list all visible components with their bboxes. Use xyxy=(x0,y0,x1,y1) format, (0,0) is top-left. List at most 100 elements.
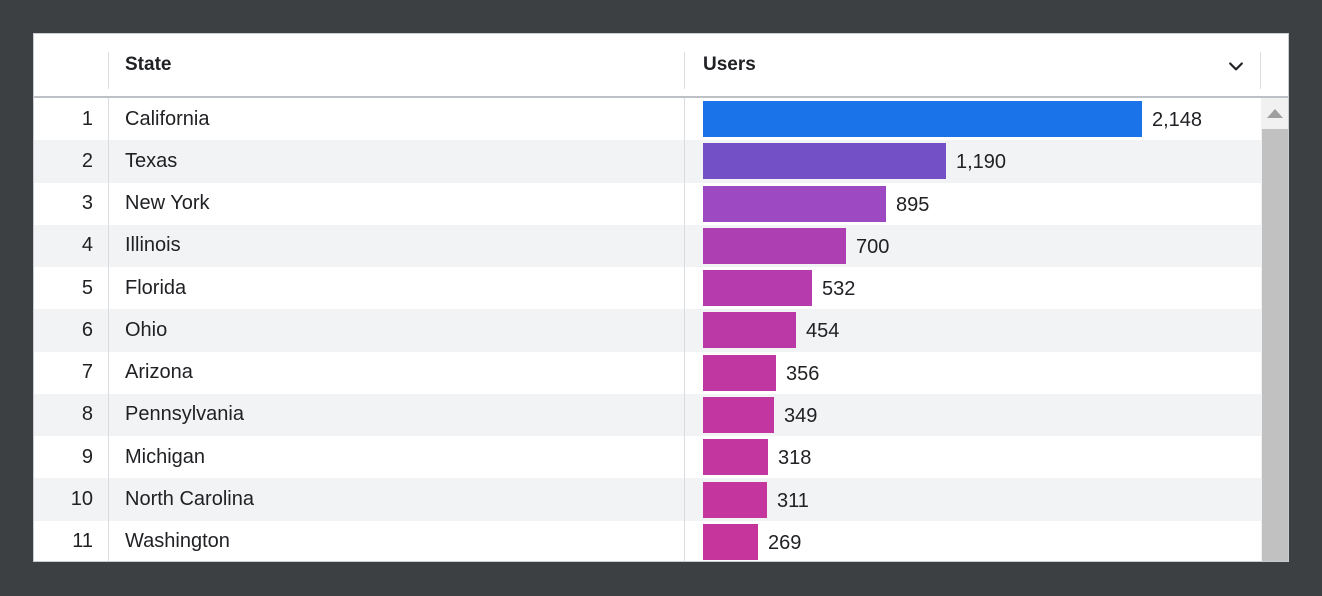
column-divider xyxy=(684,267,685,310)
row-rank: 4 xyxy=(81,234,93,257)
users-bar xyxy=(703,439,768,476)
row-rank: 8 xyxy=(81,403,93,426)
row-users-cell: 349 xyxy=(685,394,1288,436)
row-rank: 9 xyxy=(81,445,93,468)
table-header-row: State Users xyxy=(34,34,1288,98)
row-state: Illinois xyxy=(125,234,181,257)
chevron-down-icon[interactable] xyxy=(1224,54,1248,78)
column-divider xyxy=(108,52,109,89)
row-users-cell: 700 xyxy=(685,225,1288,267)
table-row[interactable]: 6 Ohio 454 xyxy=(34,309,1288,352)
column-divider xyxy=(108,478,109,521)
users-bar xyxy=(703,354,776,391)
users-bar xyxy=(703,312,796,349)
row-users-cell: 269 xyxy=(685,521,1288,561)
row-rank: 3 xyxy=(81,192,93,215)
row-users-cell: 356 xyxy=(685,352,1288,394)
column-divider xyxy=(108,267,109,310)
users-bar xyxy=(703,523,758,560)
row-rank: 5 xyxy=(81,276,93,299)
table-row[interactable]: 3 New York 895 xyxy=(34,182,1288,225)
row-users-cell: 895 xyxy=(685,183,1288,225)
row-rank: 7 xyxy=(81,361,93,384)
column-divider xyxy=(108,309,109,352)
users-value: 895 xyxy=(896,193,930,216)
row-state: Washington xyxy=(125,530,230,553)
row-state: California xyxy=(125,107,210,130)
table-row[interactable]: 2 Texas 1,190 xyxy=(34,140,1288,183)
scroll-up-button[interactable] xyxy=(1261,98,1288,129)
users-value: 454 xyxy=(806,320,840,343)
table-row[interactable]: 4 Illinois 700 xyxy=(34,224,1288,268)
column-divider xyxy=(684,309,685,352)
column-divider xyxy=(108,520,109,561)
index-column-header xyxy=(34,34,108,96)
row-users-cell: 1,190 xyxy=(685,140,1288,182)
users-bar xyxy=(703,143,946,180)
users-value: 532 xyxy=(822,278,856,301)
column-divider xyxy=(1260,52,1261,89)
column-divider xyxy=(684,520,685,561)
scrollbar[interactable] xyxy=(1261,98,1288,561)
column-divider xyxy=(684,393,685,437)
row-users-cell: 318 xyxy=(685,436,1288,478)
row-rank: 11 xyxy=(72,530,93,553)
table-row[interactable]: 9 Michigan 318 xyxy=(34,436,1288,479)
table-row[interactable]: 10 North Carolina 311 xyxy=(34,478,1288,521)
row-state: Florida xyxy=(125,276,187,299)
users-bar xyxy=(703,227,846,264)
users-bar xyxy=(703,481,767,518)
users-bar xyxy=(703,270,812,307)
row-rank: 1 xyxy=(81,107,93,130)
users-value: 269 xyxy=(768,531,802,554)
row-users-cell: 311 xyxy=(685,478,1288,520)
row-rank: 10 xyxy=(70,488,93,511)
users-bar xyxy=(703,101,1142,138)
column-divider xyxy=(684,52,685,89)
row-state: North Carolina xyxy=(125,488,254,511)
column-divider xyxy=(108,224,109,268)
row-rank: 2 xyxy=(81,149,93,172)
column-divider xyxy=(684,478,685,521)
table-body: 1 California 2,148 2 Texas 1,190 3 New Y… xyxy=(34,98,1288,561)
row-state: Pennsylvania xyxy=(125,403,244,426)
table-row[interactable]: 8 Pennsylvania 349 xyxy=(34,393,1288,437)
users-bar xyxy=(703,396,774,433)
row-state: Michigan xyxy=(125,445,206,468)
column-divider xyxy=(684,351,685,394)
scrollbar-thumb[interactable] xyxy=(1262,129,1288,561)
users-bar xyxy=(703,185,886,222)
column-divider xyxy=(684,224,685,268)
column-divider xyxy=(684,182,685,225)
table-row[interactable]: 11 Washington 269 xyxy=(34,520,1288,561)
row-state: Arizona xyxy=(125,361,193,384)
users-value: 700 xyxy=(856,235,890,258)
column-divider xyxy=(684,436,685,479)
row-users-cell: 532 xyxy=(685,267,1288,309)
users-value: 318 xyxy=(778,447,812,470)
row-users-cell: 454 xyxy=(685,309,1288,351)
row-state: New York xyxy=(125,192,210,215)
users-value: 349 xyxy=(784,404,818,427)
users-column-header[interactable]: Users xyxy=(703,54,756,75)
users-by-state-table: State Users 1 California 2,148 2 Texas 1… xyxy=(33,33,1289,562)
column-divider xyxy=(108,351,109,394)
table-row[interactable]: 5 Florida 532 xyxy=(34,267,1288,310)
table-row[interactable]: 7 Arizona 356 xyxy=(34,351,1288,394)
column-divider xyxy=(108,436,109,479)
column-divider xyxy=(108,393,109,437)
column-divider xyxy=(684,140,685,183)
users-value: 356 xyxy=(786,362,820,385)
users-value: 2,148 xyxy=(1152,109,1203,132)
triangle-up-icon xyxy=(1266,109,1283,118)
row-state: Texas xyxy=(125,149,178,172)
users-value: 311 xyxy=(777,489,809,512)
column-divider xyxy=(108,140,109,183)
state-column-header[interactable]: State xyxy=(125,54,172,75)
users-value: 1,190 xyxy=(956,151,1007,174)
table-row[interactable]: 1 California 2,148 xyxy=(34,98,1288,141)
row-state: Ohio xyxy=(125,318,168,341)
column-divider xyxy=(684,98,685,141)
row-users-cell: 2,148 xyxy=(685,98,1288,140)
column-divider xyxy=(108,182,109,225)
